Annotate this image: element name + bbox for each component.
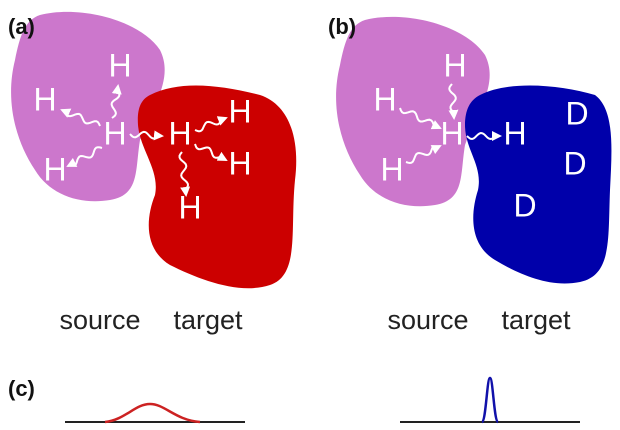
source-label: source <box>59 305 140 335</box>
atom: H <box>228 93 251 129</box>
target-label: target <box>501 305 571 335</box>
atom: H <box>380 151 403 187</box>
atom: H <box>228 145 251 181</box>
atom: H <box>178 189 201 225</box>
atom: D <box>565 95 588 131</box>
panel-label: (b) <box>328 14 356 39</box>
atom: H <box>33 81 56 117</box>
atom: H <box>443 47 466 83</box>
broad-peak <box>105 404 200 422</box>
panel-label: (a) <box>8 14 35 39</box>
target-blob <box>465 86 611 284</box>
target-blob <box>138 86 296 289</box>
narrow-peak <box>482 378 498 422</box>
atom: H <box>440 115 463 151</box>
source-label: source <box>387 305 468 335</box>
atom: H <box>168 115 191 151</box>
atom: H <box>43 151 66 187</box>
atom: H <box>373 81 396 117</box>
atom: D <box>513 187 536 223</box>
atom: H <box>108 47 131 83</box>
figure: (a) (b) (c) H H H H H H H H H H H H H D … <box>0 0 620 430</box>
atom: H <box>503 115 526 151</box>
atom: D <box>563 145 586 181</box>
target-label: target <box>173 305 243 335</box>
atom: H <box>103 115 126 151</box>
panel-label: (c) <box>8 376 35 401</box>
